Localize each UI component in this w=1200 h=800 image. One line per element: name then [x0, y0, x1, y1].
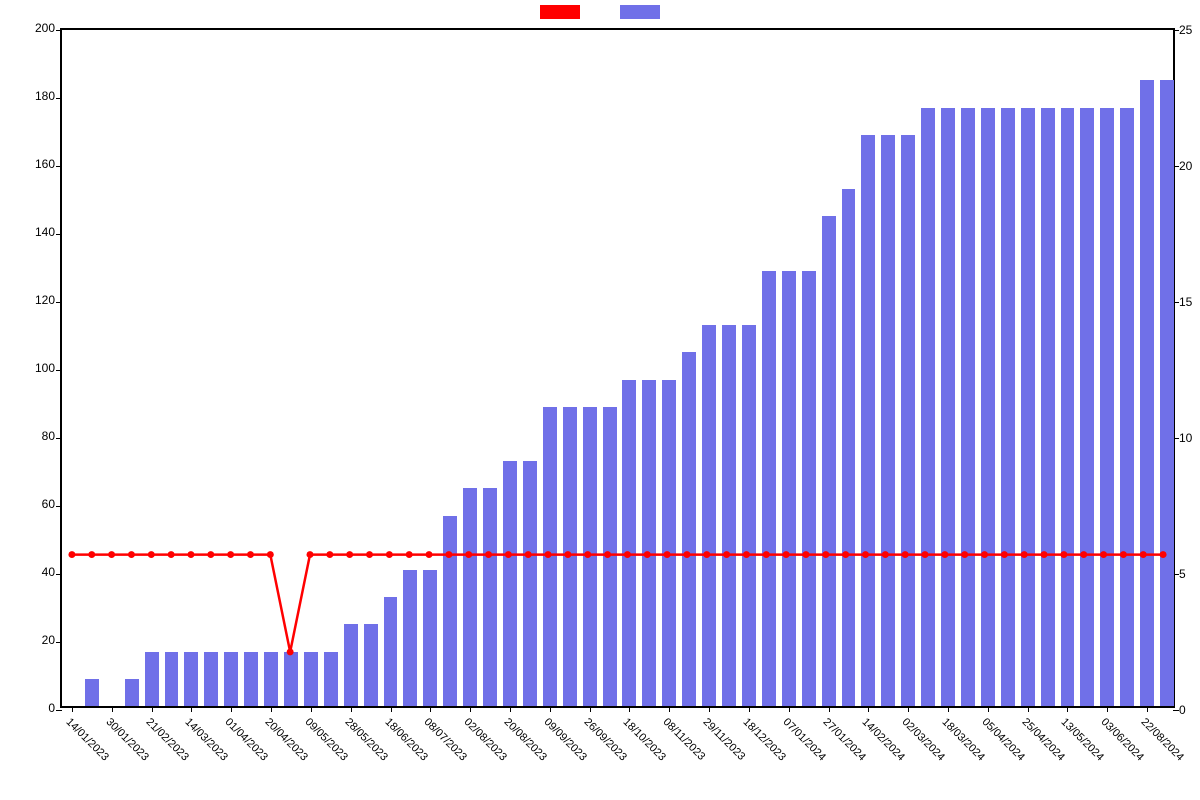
bar [941, 108, 955, 706]
legend [540, 5, 660, 19]
bar [802, 271, 816, 706]
bar [901, 135, 915, 706]
bar [423, 570, 437, 706]
bar [1041, 108, 1055, 706]
bar [662, 380, 676, 706]
bar [304, 652, 318, 706]
bar [264, 652, 278, 706]
bar [861, 135, 875, 706]
bar [244, 652, 258, 706]
bar [742, 325, 756, 706]
legend-item-a [540, 5, 580, 19]
bar [1140, 80, 1154, 706]
bar [981, 108, 995, 706]
bar [1001, 108, 1015, 706]
bar [563, 407, 577, 706]
bar [125, 679, 139, 706]
bar [1160, 80, 1174, 706]
y-left-axis-label: 160 [20, 157, 55, 171]
bar [403, 570, 417, 706]
y-left-axis-label: 0 [20, 701, 55, 715]
y-right-axis-label: 0 [1179, 703, 1200, 717]
bar [603, 407, 617, 706]
bar [921, 108, 935, 706]
bar [483, 488, 497, 706]
y-left-axis-label: 180 [20, 89, 55, 103]
bar [463, 488, 477, 706]
bar [523, 461, 537, 706]
bar [583, 407, 597, 706]
bar [642, 380, 656, 706]
bar [1120, 108, 1134, 706]
bar [443, 516, 457, 706]
y-right-axis-label: 5 [1179, 567, 1200, 581]
bar [762, 271, 776, 706]
bar [1100, 108, 1114, 706]
y-left-axis-label: 20 [20, 633, 55, 647]
bar [184, 652, 198, 706]
bar [85, 679, 99, 706]
x-axis-label: 22/08/2024 [1139, 716, 1186, 763]
y-right-axis-label: 10 [1179, 431, 1200, 445]
y-left-axis-label: 200 [20, 21, 55, 35]
y-left-axis-label: 100 [20, 361, 55, 375]
y-left-axis-label: 60 [20, 497, 55, 511]
bar [1080, 108, 1094, 706]
bar [543, 407, 557, 706]
bar [961, 108, 975, 706]
bar [364, 624, 378, 706]
bar [1021, 108, 1035, 706]
bar [324, 652, 338, 706]
y-right-axis-label: 15 [1179, 295, 1200, 309]
bar [204, 652, 218, 706]
bar [722, 325, 736, 706]
y-left-axis-label: 80 [20, 429, 55, 443]
y-left-axis-label: 40 [20, 565, 55, 579]
plot-area: 0510152025 [60, 28, 1175, 708]
legend-swatch-a [540, 5, 580, 19]
bar [622, 380, 636, 706]
bar [782, 271, 796, 706]
bar [702, 325, 716, 706]
bar [881, 135, 895, 706]
chart-container: 0510152025 02040608010012014016018020014… [0, 0, 1200, 800]
y-left-axis-label: 140 [20, 225, 55, 239]
legend-item-b [620, 5, 660, 19]
bar [344, 624, 358, 706]
bar [682, 352, 696, 706]
bar [384, 597, 398, 706]
bar [503, 461, 517, 706]
y-left-axis-label: 120 [20, 293, 55, 307]
bar [822, 216, 836, 706]
legend-swatch-b [620, 5, 660, 19]
bar [145, 652, 159, 706]
bar [1061, 108, 1075, 706]
bar [165, 652, 179, 706]
bar [842, 189, 856, 706]
y-right-axis-label: 25 [1179, 23, 1200, 37]
bar [284, 652, 298, 706]
bar [224, 652, 238, 706]
y-right-axis-label: 20 [1179, 159, 1200, 173]
